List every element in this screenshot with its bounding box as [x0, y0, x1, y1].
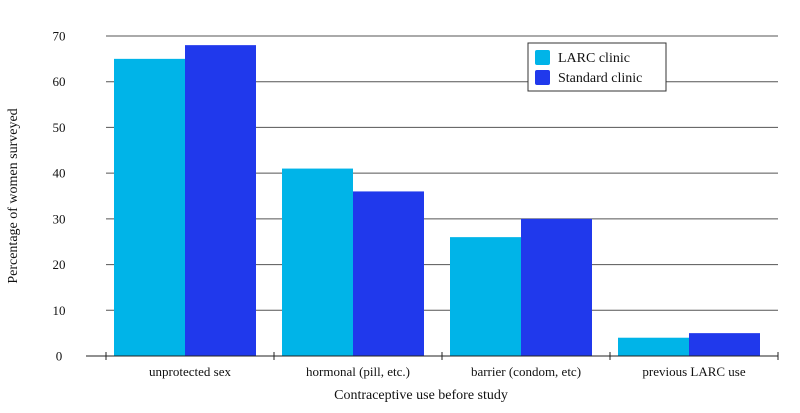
y-tick-label: 20 — [53, 257, 66, 272]
legend-swatch-larc-clinic — [535, 50, 550, 65]
bars — [114, 45, 760, 357]
legend-box — [527, 42, 667, 92]
y-tick-label: 0 — [56, 349, 63, 364]
legend-swatch-standard-clinic — [535, 70, 550, 85]
bar-larc-clinic — [114, 58, 185, 356]
legend-label-standard-clinic: Standard clinic — [558, 71, 642, 86]
y-tick-label: 40 — [53, 166, 66, 181]
x-tick-label: unprotected sex — [149, 364, 231, 379]
bar-standard-clinic — [185, 45, 256, 357]
y-tick-label: 10 — [53, 303, 66, 318]
y-axis-title: Percentage of women surveyed — [6, 108, 21, 283]
x-tick-label: hormonal (pill, etc.) — [306, 364, 410, 379]
x-tick-label: barrier (condom, etc) — [471, 364, 581, 379]
y-tick-label: 50 — [53, 120, 66, 135]
bar-larc-clinic — [282, 168, 353, 356]
y-tick-labels: 0 10 20 30 40 50 60 70 — [53, 29, 66, 364]
legend-label-larc-clinic: LARC clinic — [558, 51, 630, 66]
legend: LARC clinic Standard clinic — [527, 42, 667, 92]
x-tick-labels: unprotected sex hormonal (pill, etc.) barr… — [149, 364, 746, 379]
y-tick-label: 70 — [53, 29, 66, 44]
x-axis-title: Contraceptive use before study — [334, 388, 508, 403]
y-tick-label: 60 — [53, 74, 66, 89]
bar-larc-clinic — [450, 237, 521, 356]
axes — [86, 352, 779, 360]
bar-standard-clinic — [689, 333, 760, 356]
y-tick-label: 30 — [53, 211, 66, 226]
x-tick-label: previous LARC use — [642, 364, 746, 379]
bar-standard-clinic — [353, 191, 424, 356]
bar-larc-clinic — [618, 337, 689, 356]
bar-standard-clinic — [521, 218, 592, 356]
